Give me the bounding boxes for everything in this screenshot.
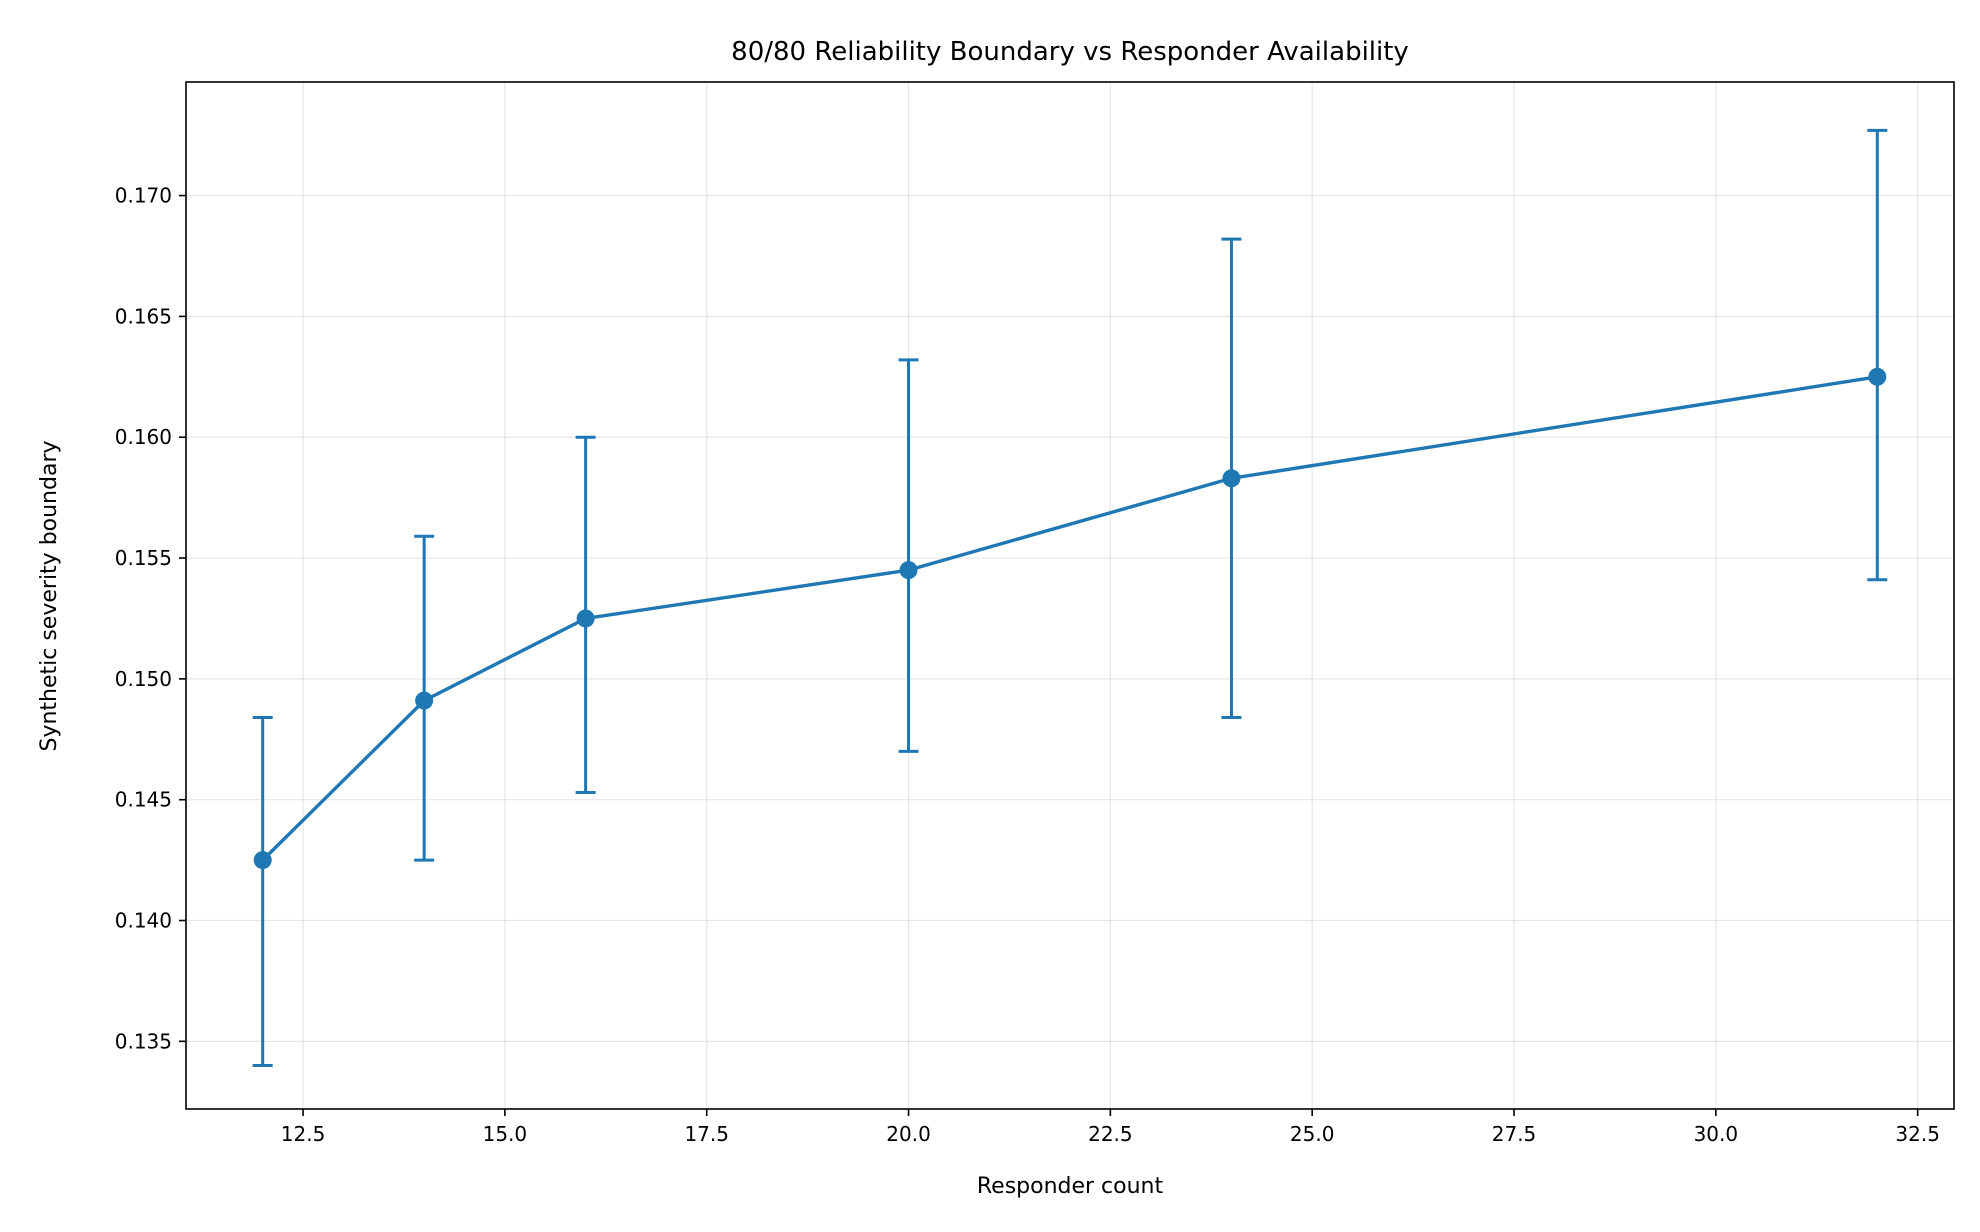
x-tick-label: 12.5 [281,1122,326,1146]
y-tick-label: 0.140 [115,909,172,933]
y-tick-label: 0.150 [115,667,172,691]
data-point [415,691,434,710]
x-axis-label: Responder count [977,1174,1164,1199]
y-tick-label: 0.165 [115,304,172,328]
x-tick-label: 25.0 [1290,1122,1335,1146]
y-tick-label: 0.160 [115,425,172,449]
y-tick-label: 0.145 [115,788,172,812]
y-tick-label: 0.135 [115,1029,172,1053]
plot-frame [185,81,1955,1110]
x-tick-label: 27.5 [1492,1122,1537,1146]
y-tick-label: 0.155 [115,546,172,570]
y-tick-label: 0.170 [115,184,172,208]
x-tick-label: 22.5 [1088,1122,1133,1146]
data-point [899,561,918,580]
grid-layer [186,82,1954,1109]
x-tick-label: 30.0 [1694,1122,1739,1146]
x-tick-label: 32.5 [1895,1122,1940,1146]
y-axis-label: Synthetic severity boundary [37,440,62,751]
x-tick-label: 20.0 [886,1122,931,1146]
data-point [576,609,595,628]
chart-title: 80/80 Reliability Boundary vs Responder … [731,37,1409,67]
data-point [1868,367,1887,386]
series-layer [252,128,1888,1068]
x-tick-label: 15.0 [483,1122,528,1146]
x-tick-label: 17.5 [684,1122,729,1146]
data-point [1222,469,1241,488]
tick-layer: 12.5 15.0 17.5 20.0 22.5 25.0 27.5 30.0 32.5 0.13… [115,184,1940,1146]
series-line [261,375,1878,862]
data-point [253,851,272,870]
